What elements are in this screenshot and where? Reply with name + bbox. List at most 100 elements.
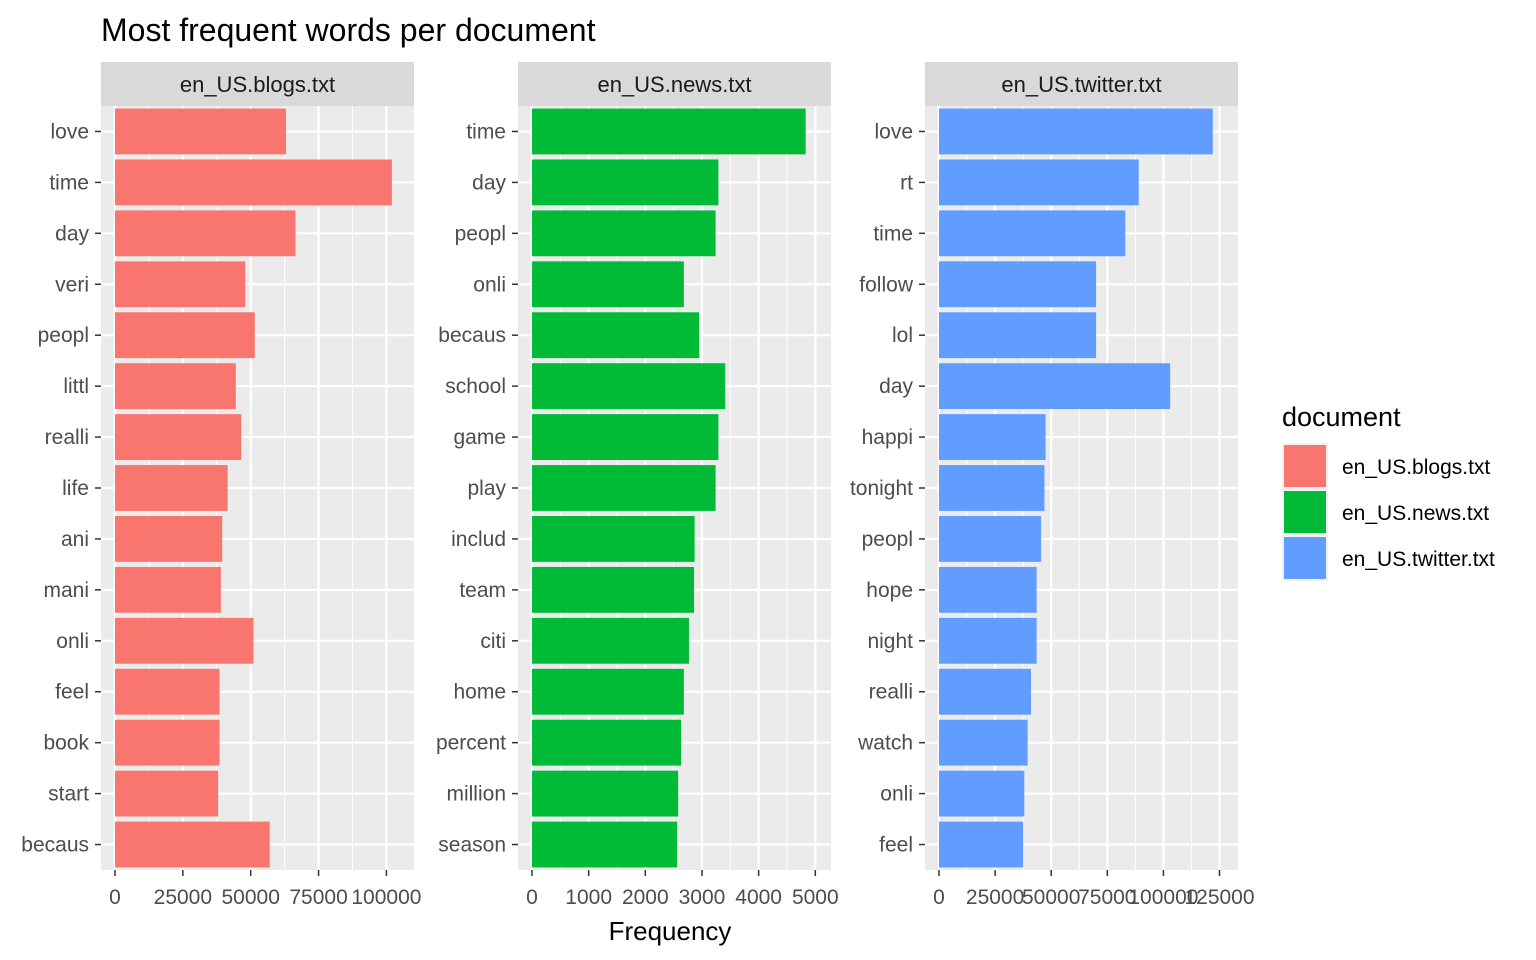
y-tick-label: realli (45, 426, 89, 449)
x-tick-label: 4000 (735, 886, 782, 909)
y-tick-label: includ (451, 528, 506, 551)
facet-strip-label: en_US.blogs.txt (180, 72, 335, 97)
y-tick-label: becaus (21, 834, 89, 857)
x-tick-label: 0 (933, 886, 945, 909)
bar (115, 414, 242, 460)
y-tick-label: veri (55, 273, 89, 296)
y-tick-label: love (874, 120, 913, 143)
legend-title: document (1282, 402, 1401, 432)
y-tick-label: peopl (38, 324, 89, 347)
y-tick-label: day (879, 375, 913, 398)
x-tick-label: 5000 (792, 886, 839, 909)
x-tick-label: 100000 (1128, 886, 1198, 909)
y-tick-label: hope (866, 579, 913, 602)
bar (115, 261, 246, 308)
x-tick-label: 0 (526, 886, 538, 909)
y-tick-label: becaus (438, 324, 506, 347)
bar (939, 159, 1139, 206)
facet-strip (518, 62, 831, 106)
y-tick-label: day (472, 171, 506, 194)
y-tick-label: love (50, 120, 89, 143)
bar (532, 108, 806, 155)
y-tick-label: onli (880, 783, 913, 806)
facet-strip (925, 62, 1238, 106)
y-tick-label: feel (879, 834, 913, 857)
bar (532, 566, 695, 613)
x-tick-label: 3000 (679, 886, 726, 909)
facet-strip-label: en_US.twitter.txt (1001, 72, 1161, 97)
y-tick-label: ani (61, 528, 89, 551)
x-tick-label: 75000 (1078, 886, 1136, 909)
y-tick-label: mani (43, 579, 89, 602)
bar (532, 261, 684, 308)
bar (532, 821, 678, 868)
x-tick-label: 25000 (154, 886, 212, 909)
y-tick-label: watch (857, 732, 913, 755)
y-tick-label: day (55, 222, 89, 245)
bar (939, 719, 1028, 766)
bar (115, 465, 228, 511)
bar (532, 516, 695, 562)
bar (532, 210, 716, 257)
bar (532, 312, 700, 359)
y-tick-label: team (459, 579, 506, 602)
bar (115, 516, 223, 562)
x-tick-label: 0 (109, 886, 121, 909)
bar (939, 617, 1037, 664)
x-axis-title: Frequency (609, 916, 732, 946)
bar (532, 363, 726, 410)
y-tick-label: percent (436, 732, 506, 755)
y-tick-label: play (467, 477, 506, 500)
bar (532, 414, 719, 460)
facet-strip (101, 62, 414, 106)
y-tick-label: lol (892, 324, 913, 347)
y-tick-label: home (453, 681, 506, 704)
bar (115, 566, 221, 613)
y-tick-label: happi (862, 426, 913, 449)
bar (939, 516, 1042, 562)
bar (115, 363, 236, 410)
y-tick-label: littl (63, 375, 89, 398)
y-tick-label: season (438, 834, 506, 857)
y-tick-label: school (445, 375, 506, 398)
bar (939, 668, 1032, 715)
y-tick-label: time (49, 171, 89, 194)
bar (939, 363, 1171, 410)
bar (939, 108, 1213, 155)
y-tick-label: follow (859, 273, 914, 296)
facet-strip-label: en_US.news.txt (597, 72, 751, 97)
y-tick-label: time (466, 120, 506, 143)
bar (939, 566, 1037, 613)
y-tick-label: rt (900, 171, 913, 194)
y-tick-label: time (873, 222, 913, 245)
y-tick-label: realli (869, 681, 913, 704)
bar (115, 719, 220, 766)
bar (532, 465, 716, 511)
bar (115, 617, 254, 664)
x-tick-label: 1000 (565, 886, 612, 909)
bar (115, 159, 392, 206)
legend-swatch (1284, 537, 1326, 579)
bar (115, 668, 220, 715)
chart-title: Most frequent words per document (101, 12, 596, 48)
legend: document en_US.blogs.txt en_US.news.txt en_… (1282, 402, 1495, 581)
bar (939, 261, 1097, 308)
legend-swatch (1284, 445, 1326, 487)
y-tick-label: peopl (455, 222, 506, 245)
bar (115, 210, 296, 257)
y-tick-label: citi (480, 630, 506, 653)
bar (115, 108, 286, 155)
bar (532, 719, 682, 766)
bar (939, 821, 1024, 868)
x-tick-label: 2000 (622, 886, 669, 909)
bar (532, 159, 719, 206)
x-tick-label: 100000 (351, 886, 421, 909)
x-tick-label: 25000 (966, 886, 1024, 909)
y-tick-label: start (48, 783, 89, 806)
bar (115, 821, 270, 868)
y-tick-label: feel (55, 681, 89, 704)
